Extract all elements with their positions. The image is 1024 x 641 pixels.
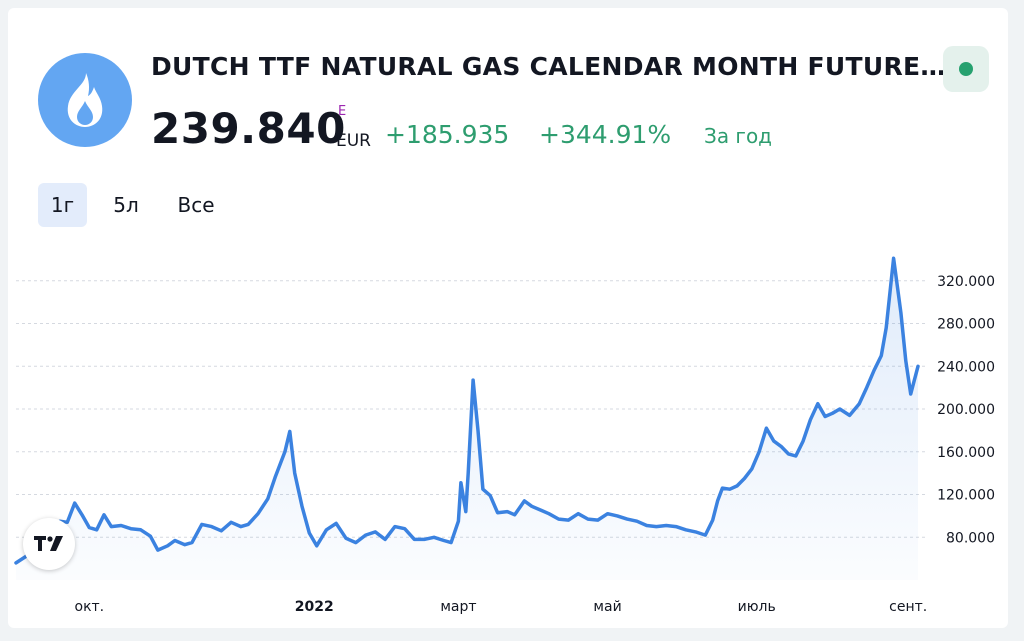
current-price: 239.840 bbox=[151, 104, 346, 153]
range-button-all[interactable]: Все bbox=[177, 193, 215, 217]
y-tick-label: 200.000 bbox=[937, 402, 995, 418]
tradingview-logo[interactable] bbox=[23, 518, 75, 570]
status-dot-icon bbox=[959, 62, 973, 76]
x-tick-label: 2022 bbox=[295, 599, 334, 615]
currency-label: EUR bbox=[336, 131, 371, 151]
y-tick-label: 160.000 bbox=[937, 445, 995, 461]
y-tick-label: 120.000 bbox=[937, 488, 995, 504]
price-change-abs: +185.935 bbox=[385, 120, 510, 149]
price-change-pct: +344.91% bbox=[539, 120, 672, 149]
market-status-button[interactable] bbox=[943, 46, 989, 92]
x-tick-label: июль bbox=[738, 599, 776, 615]
flame-icon bbox=[67, 73, 103, 127]
instrument-title: DUTCH TTF NATURAL GAS CALENDAR MONTH FUT… bbox=[151, 52, 946, 81]
x-tick-label: май bbox=[593, 599, 621, 615]
y-tick-label: 80.000 bbox=[946, 530, 995, 546]
tradingview-icon bbox=[34, 536, 63, 551]
x-tick-label: сент. bbox=[889, 599, 927, 615]
range-button-5y[interactable]: 5л bbox=[113, 193, 139, 217]
y-tick-label: 320.000 bbox=[937, 274, 995, 290]
price-line bbox=[14, 256, 920, 565]
price-area bbox=[16, 258, 918, 580]
currency-mark: E bbox=[338, 104, 347, 119]
y-tick-label: 280.000 bbox=[937, 317, 995, 333]
gas-logo bbox=[38, 53, 132, 147]
price-chart[interactable]: 80.000 120.000 160.000 200.000 240.000 280.00… bbox=[8, 8, 1008, 628]
range-button-1y[interactable]: 1г bbox=[38, 183, 87, 227]
y-tick-label: 240.000 bbox=[937, 359, 995, 375]
change-period: За год bbox=[704, 124, 773, 148]
chart-card: DUTCH TTF NATURAL GAS CALENDAR MONTH FUT… bbox=[8, 8, 1008, 628]
x-tick-label: окт. bbox=[75, 599, 105, 615]
currency-block: E EUR bbox=[336, 104, 376, 152]
x-tick-label: март bbox=[440, 599, 476, 615]
